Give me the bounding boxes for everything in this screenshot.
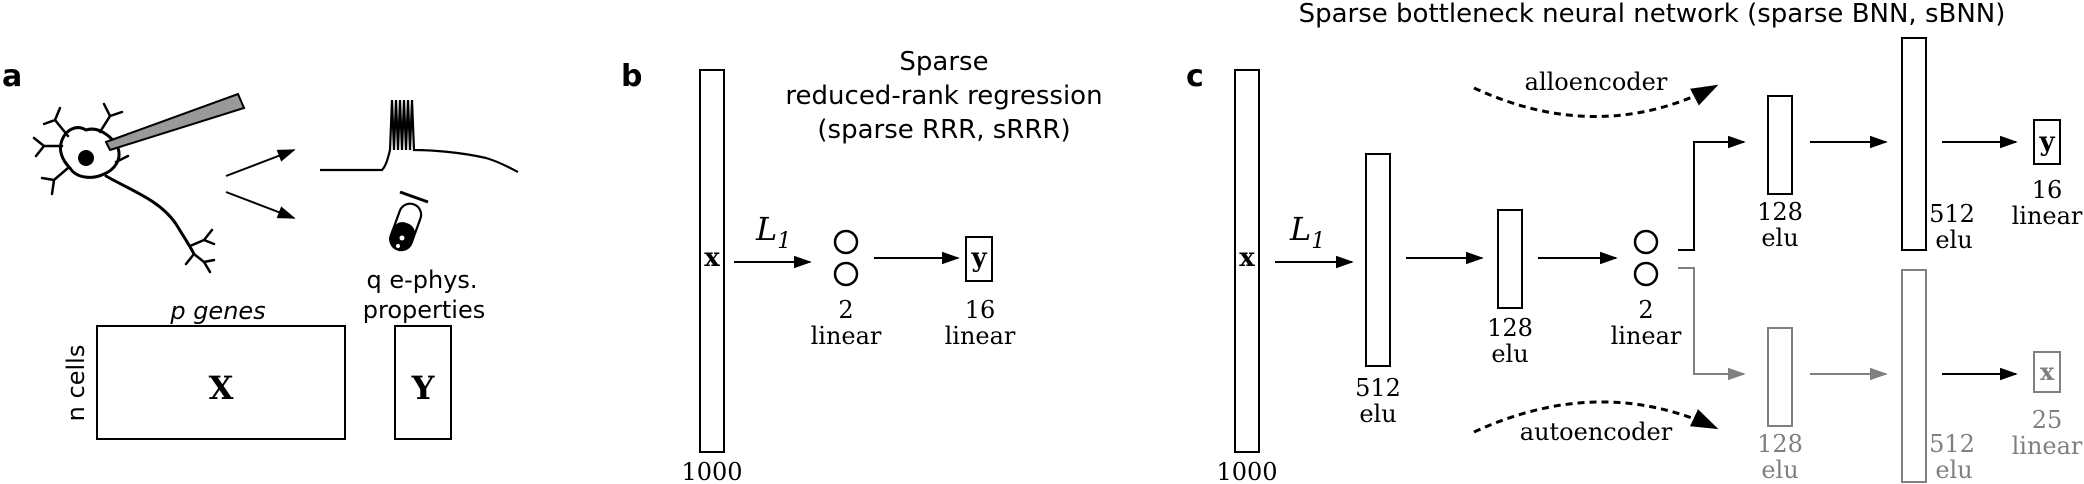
output-y-label: y bbox=[970, 243, 987, 273]
encoder-128-layer bbox=[1497, 209, 1523, 309]
arrow-to-trace bbox=[225, 149, 296, 177]
test-tube-icon bbox=[389, 190, 429, 252]
encoder-512-layer bbox=[1365, 153, 1391, 367]
encoder-512-size: 512 bbox=[1355, 374, 1401, 402]
genes-label: p genes bbox=[169, 297, 265, 325]
c-latent-activation: linear bbox=[1611, 322, 1682, 350]
panel-c-title: Sparse bottleneck neural network (sparse… bbox=[1299, 0, 2006, 29]
panel-b-title-2: reduced-rank regression bbox=[785, 81, 1102, 111]
c-output-x-label: x bbox=[2040, 357, 2055, 386]
c-output-x-layer bbox=[2033, 351, 2061, 393]
matrix-y-label: Y bbox=[411, 369, 436, 407]
c-output-y-label: y bbox=[2038, 127, 2055, 157]
decoder-128-activation: elu bbox=[1761, 224, 1798, 252]
arrow-to-tube bbox=[225, 191, 296, 219]
c-latent-unit-2 bbox=[1633, 261, 1659, 287]
decoder-512-activation: elu bbox=[1935, 226, 1972, 254]
decoder-512-layer bbox=[1901, 37, 1927, 251]
latent-to-autoencoder-arrow bbox=[1678, 267, 1746, 381]
c-output-y-layer bbox=[2033, 119, 2061, 165]
latent-size: 2 bbox=[838, 296, 853, 324]
matrix-y bbox=[394, 325, 452, 440]
latent-activation: linear bbox=[811, 322, 882, 350]
output-layer bbox=[965, 236, 993, 282]
autoenc-512-size: 512 bbox=[1929, 430, 1975, 458]
panel-a-letter: a bbox=[2, 59, 22, 94]
neuron-icon bbox=[32, 102, 216, 274]
latent-unit-2 bbox=[833, 261, 859, 287]
panel-b: b Sparse reduced-rank regression (sparse… bbox=[621, 47, 1103, 484]
pipette-icon bbox=[104, 92, 246, 152]
output-size: 16 bbox=[965, 296, 996, 324]
encoder-128-size: 128 bbox=[1487, 314, 1533, 342]
autoenc-512-layer bbox=[1901, 269, 1927, 483]
c-latent-size: 2 bbox=[1638, 296, 1653, 324]
c-output-y-activation: linear bbox=[2012, 202, 2083, 230]
cells-label: n cells bbox=[62, 345, 90, 422]
voltage-trace bbox=[320, 99, 519, 173]
latent-unit-1 bbox=[833, 229, 859, 255]
l1-label: L1 bbox=[755, 210, 791, 254]
ephys-label-1: q e-phys. bbox=[366, 266, 477, 294]
autoenc-128-activation: elu bbox=[1761, 456, 1798, 484]
alloencoder-label: alloencoder bbox=[1525, 68, 1668, 96]
alloencoder-arrow bbox=[1473, 84, 1719, 118]
autoencoder-arrow bbox=[1473, 400, 1719, 434]
c-latent-unit-1 bbox=[1633, 229, 1659, 255]
panel-b-title-3: (sparse RRR, sRRR) bbox=[817, 115, 1070, 145]
c-output-x-activation: linear bbox=[2012, 432, 2083, 460]
c-input-x-label: x bbox=[1239, 243, 1255, 273]
latent-to-decoder-arrow bbox=[1678, 135, 1746, 251]
encoder-512-activation: elu bbox=[1359, 400, 1396, 428]
input-layer bbox=[699, 69, 725, 453]
c-l1-label: L1 bbox=[1289, 210, 1325, 254]
encoder-128-activation: elu bbox=[1491, 340, 1528, 368]
matrix-x-label: X bbox=[209, 369, 234, 407]
ephys-label-2: properties bbox=[363, 296, 485, 324]
autoenc-128-layer bbox=[1767, 327, 1793, 427]
c-output-y-size: 16 bbox=[2032, 176, 2063, 204]
output-activation: linear bbox=[945, 322, 1016, 350]
decoder-128-size: 128 bbox=[1757, 198, 1803, 226]
autoencoder-label: autoencoder bbox=[1520, 418, 1673, 446]
panel-b-title-1: Sparse bbox=[899, 47, 988, 77]
input-x-label: x bbox=[704, 243, 720, 273]
c-input-size: 1000 bbox=[1216, 458, 1277, 484]
c-input-layer bbox=[1234, 69, 1260, 453]
c-output-x-size: 25 bbox=[2032, 406, 2063, 434]
decoder-128-layer bbox=[1767, 95, 1793, 195]
input-size: 1000 bbox=[681, 458, 742, 484]
panel-a: a p genes q e-phys. properties n cells bbox=[2, 59, 519, 440]
decoder-512-size: 512 bbox=[1929, 200, 1975, 228]
autoenc-128-size: 128 bbox=[1757, 430, 1803, 458]
autoenc-512-activation: elu bbox=[1935, 456, 1972, 484]
panel-c-letter: c bbox=[1186, 59, 1204, 94]
panel-b-letter: b bbox=[621, 59, 642, 94]
matrix-x bbox=[96, 325, 346, 440]
panel-c: c Sparse bottleneck neural network (spar… bbox=[1186, 0, 2083, 484]
